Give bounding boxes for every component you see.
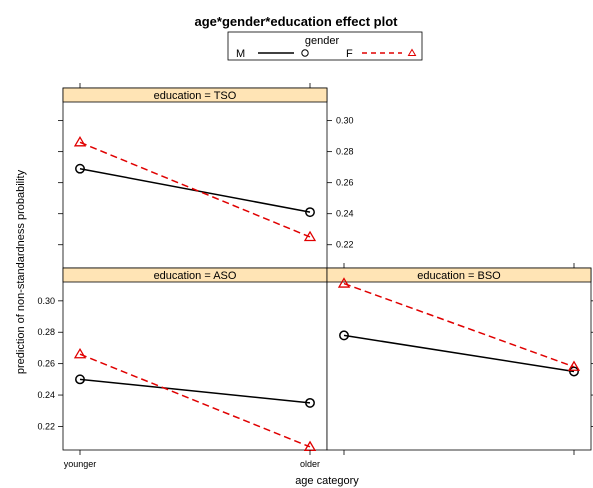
point-m-tso-younger	[75, 163, 85, 174]
panel-bso	[326, 267, 592, 451]
chart-title: age*gender*education effect plot	[195, 14, 399, 29]
point-m-tso-older	[305, 207, 315, 218]
legend-triangle-marker	[407, 48, 417, 56]
panel-aso	[62, 267, 328, 451]
y-tick-label-right: 0.26	[336, 178, 354, 188]
point-m-aso-younger	[75, 374, 85, 385]
legend-label-f: F	[346, 48, 353, 60]
strip-tso	[62, 87, 328, 103]
point-f-bso-younger	[337, 277, 351, 288]
y-axis-label: prediction of non-standardness probabili…	[15, 169, 27, 374]
y-tick-label-left: 0.22	[37, 421, 55, 431]
series-line-f-aso	[79, 353, 311, 448]
legend-box	[227, 31, 423, 61]
y-tick-label-right: 0.28	[336, 147, 354, 157]
strip-label-bso: education = BSO	[417, 270, 501, 282]
strip-label-aso: education = ASO	[154, 270, 237, 282]
panels: education = TSO education = ASO education …	[37, 83, 593, 469]
legend: gender M F	[227, 31, 423, 61]
point-f-aso-younger	[73, 347, 87, 359]
legend-label-m: M	[236, 48, 245, 60]
x-tick-label-older: older	[300, 459, 320, 469]
point-m-bso-younger	[339, 330, 349, 341]
series-line-f-tso	[79, 141, 311, 238]
y-tick-label-right: 0.24	[336, 209, 354, 219]
point-m-aso-older	[305, 397, 315, 408]
series-line-m-aso	[79, 378, 311, 404]
y-tick-label-left: 0.28	[37, 327, 55, 337]
legend-title: gender	[305, 35, 340, 47]
point-f-tso-older	[303, 230, 317, 242]
legend-circle-marker	[301, 49, 309, 57]
y-tick-label-left: 0.24	[37, 390, 55, 400]
y-tick-label-left: 0.26	[37, 359, 55, 369]
y-tick-label-left: 0.30	[37, 296, 55, 306]
point-f-bso-older	[567, 360, 581, 371]
strip-bso	[326, 267, 592, 283]
x-axis-label: age category	[295, 475, 359, 487]
point-f-tso-younger	[73, 136, 87, 147]
series-line-m-bso	[343, 334, 575, 373]
series-line-f-bso	[343, 282, 575, 368]
y-tick-label-right: 0.22	[336, 240, 354, 250]
x-tick-label-younger: younger	[64, 459, 97, 469]
panel-tso	[62, 87, 328, 269]
strip-label-tso: education = TSO	[154, 90, 237, 102]
point-m-bso-older	[569, 366, 579, 377]
y-tick-label-right: 0.30	[336, 116, 354, 126]
